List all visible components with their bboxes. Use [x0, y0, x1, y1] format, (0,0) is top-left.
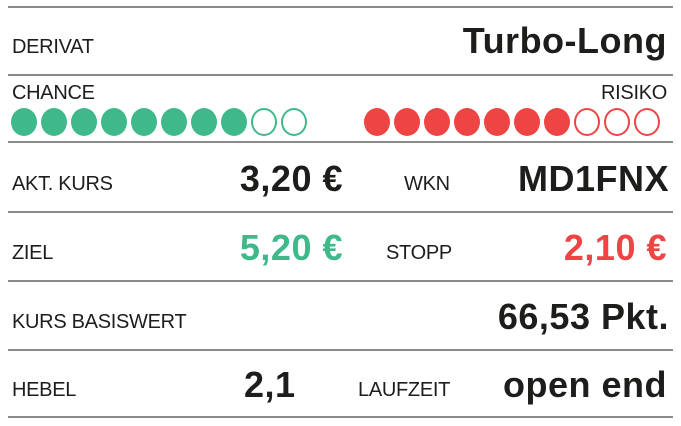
risiko-dot-filled: [394, 108, 420, 136]
divider: [8, 280, 673, 282]
risiko-dot-filled: [544, 108, 570, 136]
chance-dot-empty: [281, 108, 307, 136]
risiko-dot-empty: [604, 108, 630, 136]
risiko-rating: [364, 108, 660, 136]
divider: [8, 416, 673, 418]
laufzeit-value: open end: [503, 364, 667, 405]
derivat-label: DERIVAT: [12, 36, 94, 58]
risiko-dot-filled: [364, 108, 390, 136]
hebel-value: 2,1: [244, 364, 296, 405]
divider: [8, 141, 673, 143]
risiko-dot-empty: [634, 108, 660, 136]
risiko-dot-filled: [424, 108, 450, 136]
divider: [8, 349, 673, 351]
risiko-dot-filled: [484, 108, 510, 136]
stopp-value: 2,10 €: [563, 227, 667, 268]
stopp-label: STOPP: [386, 242, 452, 264]
risiko-label: RISIKO: [601, 82, 667, 104]
risiko-dot-filled: [454, 108, 480, 136]
akt-kurs-value: 3,20 €: [239, 158, 343, 199]
divider: [8, 74, 673, 76]
divider: [8, 211, 673, 213]
laufzeit-label: LAUFZEIT: [358, 379, 451, 401]
chance-dot-filled: [191, 108, 217, 136]
chance-dot-filled: [131, 108, 157, 136]
hebel-label: HEBEL: [12, 379, 77, 401]
chance-dot-filled: [161, 108, 187, 136]
chance-dot-filled: [101, 108, 127, 136]
ziel-label: ZIEL: [12, 242, 54, 264]
wkn-label: WKN: [404, 173, 450, 195]
ziel-value: 5,20 €: [239, 227, 343, 268]
chance-label: CHANCE: [12, 82, 95, 104]
wkn-value: MD1FNX: [517, 158, 669, 199]
kurs-basiswert-value: 66,53 Pkt.: [497, 296, 669, 337]
chance-dot-empty: [251, 108, 277, 136]
chance-rating: [11, 108, 307, 136]
kurs-basiswert-label: KURS BASISWERT: [12, 311, 187, 333]
chance-dot-filled: [71, 108, 97, 136]
derivat-value: Turbo-Long: [462, 20, 667, 61]
chance-dot-filled: [41, 108, 67, 136]
akt-kurs-label: AKT. KURS: [12, 173, 113, 195]
chance-dot-filled: [221, 108, 247, 136]
risiko-dot-filled: [514, 108, 540, 136]
chance-dot-filled: [11, 108, 37, 136]
risiko-dot-empty: [574, 108, 600, 136]
divider: [8, 6, 673, 8]
